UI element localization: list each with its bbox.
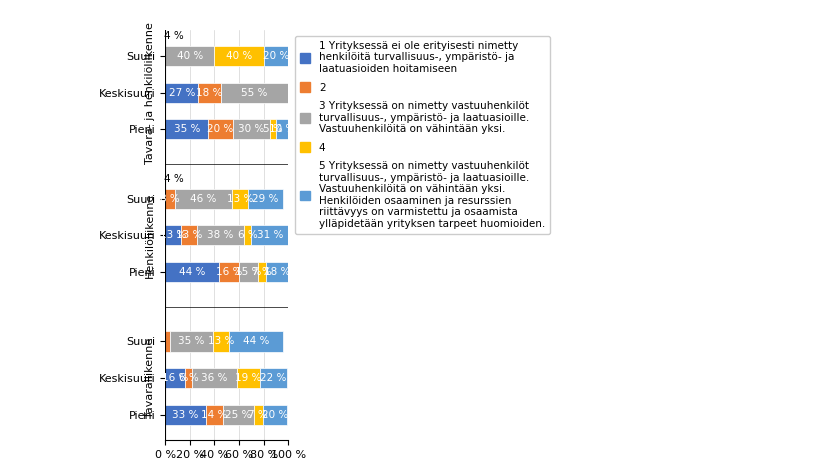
Text: 20 %: 20 % [207,124,234,134]
Text: Tavaraliikenne: Tavaraliikenne [145,338,155,418]
Bar [260,368,287,388]
Text: 31 %: 31 % [258,230,284,240]
Bar [232,189,248,209]
Text: Tavara- ja henkilöliikenne: Tavara- ja henkilöliikenne [145,22,155,163]
Bar [165,46,215,66]
Text: 18 %: 18 % [196,87,222,98]
Text: Henkilöliikenne: Henkilöliikenne [145,193,155,278]
Bar [219,262,239,282]
Bar [192,368,237,388]
Bar [185,368,192,388]
Text: 20 %: 20 % [262,409,288,419]
Bar [258,262,266,282]
Bar [221,83,289,103]
Text: 5 %: 5 % [263,124,283,134]
Bar [276,119,289,139]
Bar [263,46,289,66]
Bar [237,368,260,388]
Bar [252,225,289,246]
Bar [175,189,232,209]
Text: 18 %: 18 % [264,267,290,277]
Text: 7 %: 7 % [252,267,272,277]
Bar [208,119,233,139]
Bar [165,262,219,282]
Text: 19 %: 19 % [235,373,262,383]
Bar [197,225,244,246]
Bar [170,332,213,352]
Bar [229,332,284,352]
Bar [239,262,258,282]
Text: 10 %: 10 % [269,124,295,134]
Bar [215,46,263,66]
Bar [248,189,284,209]
Text: 27 %: 27 % [169,87,195,98]
Text: 22 %: 22 % [260,373,287,383]
Text: 13 %: 13 % [227,194,253,204]
Text: 30 %: 30 % [238,124,264,134]
Text: 4 %: 4 % [164,31,184,41]
Text: 33 %: 33 % [172,409,199,419]
Text: 13 %: 13 % [160,230,186,240]
Bar [270,119,276,139]
Text: 16 %: 16 % [162,373,188,383]
Text: 4 %: 4 % [164,174,184,184]
Bar [165,368,185,388]
Text: 15 %: 15 % [235,267,262,277]
Bar [165,119,208,139]
Bar [181,225,197,246]
Text: 38 %: 38 % [207,230,234,240]
Bar [165,405,206,425]
Text: 35 %: 35 % [174,124,200,134]
Text: 44 %: 44 % [179,267,206,277]
Text: 40 %: 40 % [177,51,203,61]
Bar [206,405,223,425]
Bar [165,332,170,352]
Bar [213,332,229,352]
Text: 13 %: 13 % [176,230,202,240]
Text: 35 %: 35 % [179,336,205,346]
Text: 6 %: 6 % [179,373,199,383]
Text: 8 %: 8 % [160,194,180,204]
Text: 20 %: 20 % [263,51,289,61]
Bar [254,405,263,425]
Bar [223,405,254,425]
Bar [165,189,175,209]
Text: 44 %: 44 % [243,336,269,346]
Text: 6 %: 6 % [237,230,258,240]
Text: 55 %: 55 % [242,87,268,98]
Bar [233,119,270,139]
Text: 13 %: 13 % [208,336,234,346]
Bar [198,83,221,103]
Legend: 1 Yrityksessä ei ole erityisesti nimetty
henkilöitä turvallisuus-, ympäristö- ja: 1 Yrityksessä ei ole erityisesti nimetty… [294,36,550,234]
Bar [165,225,181,246]
Text: 40 %: 40 % [226,51,253,61]
Bar [165,83,198,103]
Text: 36 %: 36 % [201,373,227,383]
Bar [244,225,252,246]
Text: 16 %: 16 % [216,267,242,277]
Bar [266,262,289,282]
Text: 7 %: 7 % [248,409,268,419]
Bar [263,405,287,425]
Text: 46 %: 46 % [190,194,216,204]
Text: 25 %: 25 % [226,409,252,419]
Text: 14 %: 14 % [201,409,227,419]
Text: 29 %: 29 % [253,194,279,204]
